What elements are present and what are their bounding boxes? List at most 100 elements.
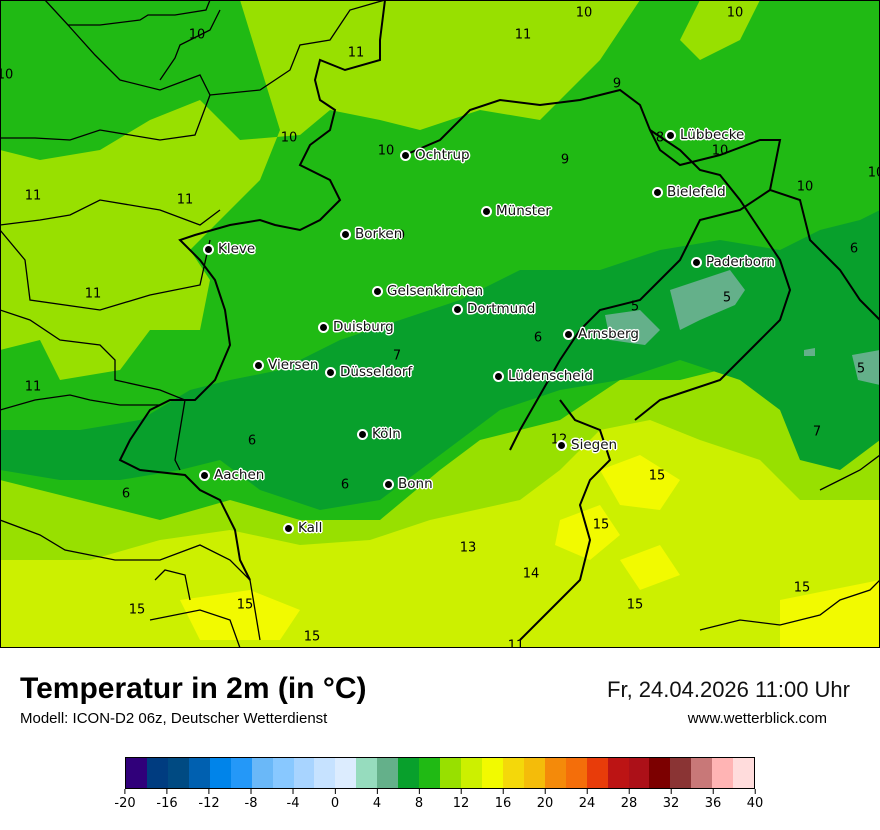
colorbar-tick: 32 — [662, 789, 680, 811]
city-name: Ochtrup — [415, 147, 470, 163]
isotherm-label: 11 — [176, 192, 194, 208]
colorbar-segment — [481, 758, 503, 788]
tick-label: 4 — [372, 796, 382, 811]
city-name: Borken — [355, 226, 403, 242]
state-borders — [118, 0, 880, 641]
tick-label: 28 — [620, 796, 638, 811]
city-marker: Bonn — [385, 476, 433, 492]
colorbar-tick: 24 — [578, 789, 596, 811]
isotherm-label: 10 — [280, 130, 298, 146]
isotherm-label: 14 — [522, 566, 540, 582]
temperature-map: 10 11 10 11 10 10 9 10 10 9 8 10 10 10 11 11 9 6 11 5 5 6 7 5 11… — [0, 0, 880, 648]
colorbar-segment — [628, 758, 650, 788]
tick-label: 32 — [662, 796, 680, 811]
city-marker: Kleve — [205, 241, 255, 257]
colorbar-tick: -16 — [156, 789, 178, 811]
city-dot-icon — [483, 207, 490, 215]
city-dot-icon — [359, 430, 366, 438]
city-marker: Aachen — [201, 467, 264, 483]
city-name: Lübbecke — [680, 127, 745, 143]
isotherm-label: 15 — [592, 517, 610, 533]
colorbar-segment — [502, 758, 524, 788]
admin-borders — [0, 0, 386, 641]
colorbar-segment — [209, 758, 231, 788]
colorbar-segment — [607, 758, 629, 788]
isotherm-label: 6 — [121, 486, 131, 502]
isotherm-label: 11 — [24, 188, 42, 204]
tick-label: 16 — [494, 796, 512, 811]
isotherm-label: 11 — [347, 45, 365, 61]
city-marker: Gelsenkirchen — [374, 283, 483, 299]
colorbar-segment — [188, 758, 210, 788]
city-marker: Arnsberg — [565, 326, 639, 342]
city-dot-icon — [320, 323, 327, 331]
colorbar-tick: -20 — [114, 789, 136, 811]
isotherm-label: 9 — [560, 152, 570, 168]
tick-label: 0 — [330, 796, 340, 811]
colorbar-segment — [523, 758, 545, 788]
isotherm-label: 5 — [856, 361, 866, 377]
colorbar-tick: -12 — [198, 789, 220, 811]
city-dot-icon — [285, 524, 292, 532]
city-dot-icon — [558, 441, 565, 449]
city-dot-icon — [402, 151, 409, 159]
isotherm-label: 8 — [655, 130, 665, 146]
tick-label: -16 — [156, 796, 178, 811]
city-dot-icon — [667, 131, 674, 139]
field-4-6 — [605, 310, 660, 345]
field-6-8 — [0, 210, 880, 510]
isotherm-label: 5 — [722, 290, 732, 306]
isotherm-label: 15 — [128, 602, 146, 618]
tick-label: 24 — [578, 796, 596, 811]
isotherm-label: 15 — [793, 580, 811, 596]
city-dot-icon — [201, 471, 208, 479]
city-dot-icon — [255, 361, 262, 369]
isotherm-label: 6 — [849, 241, 859, 257]
city-name: Siegen — [571, 437, 618, 453]
colorbar-segment — [712, 758, 734, 788]
colorbar-tick: 8 — [415, 789, 423, 811]
isotherm-label: 6 — [533, 330, 543, 346]
model-subtitle: Modell: ICON-D2 06z, Deutscher Wetterdie… — [20, 710, 328, 727]
isotherm-label: 9 — [396, 228, 406, 244]
map-fields — [0, 0, 880, 648]
colorbar-segment — [691, 758, 713, 788]
city-marker: Duisburg — [320, 319, 394, 335]
colorbar-tick: 40 — [747, 789, 763, 811]
city-marker: Borken — [342, 226, 402, 242]
map-title: Temperatur in 2m (in °C) — [20, 672, 367, 705]
city-dot-icon — [205, 245, 212, 253]
isotherm-label: 11 — [507, 638, 525, 649]
city-name: Münster — [496, 203, 551, 219]
city-marker: Paderborn — [693, 254, 775, 270]
city-name: Köln — [372, 426, 401, 442]
tick-label: -20 — [114, 796, 136, 811]
city-name: Dortmund — [467, 301, 536, 317]
isotherm-label: 13 — [459, 540, 477, 556]
tick-label: 20 — [536, 796, 554, 811]
isotherm-label: 10 — [575, 5, 593, 21]
city-name: Kall — [298, 520, 323, 536]
tick-label: -4 — [286, 796, 300, 811]
colorbar-tick: 28 — [620, 789, 638, 811]
isotherm-label: 11 — [514, 27, 532, 43]
city-name: Duisburg — [333, 319, 394, 335]
colorbar-segment — [649, 758, 671, 788]
isotherm-label: 9 — [612, 76, 622, 92]
city-marker: Ochtrup — [402, 147, 470, 163]
isotherm-label: 10 — [796, 179, 814, 195]
isotherm-label: 10 — [726, 5, 744, 21]
colorbar-tick: 4 — [373, 789, 381, 811]
city-marker: Düsseldorf — [327, 364, 412, 380]
website-link[interactable]: www.wetterblick.com — [687, 710, 827, 727]
city-name: Bielefeld — [667, 184, 726, 200]
tick-label: 36 — [704, 796, 722, 811]
forecast-datetime: Fr, 24.04.2026 11:00 Uhr — [607, 677, 850, 702]
city-name: Viersen — [268, 357, 319, 373]
colorbar-segment — [126, 758, 147, 788]
city-name: Gelsenkirchen — [387, 283, 484, 299]
isotherm-label: 6 — [247, 433, 257, 449]
city-marker: Münster — [483, 203, 551, 219]
city-dot-icon — [693, 258, 700, 266]
isotherm-label: 15 — [626, 597, 644, 613]
